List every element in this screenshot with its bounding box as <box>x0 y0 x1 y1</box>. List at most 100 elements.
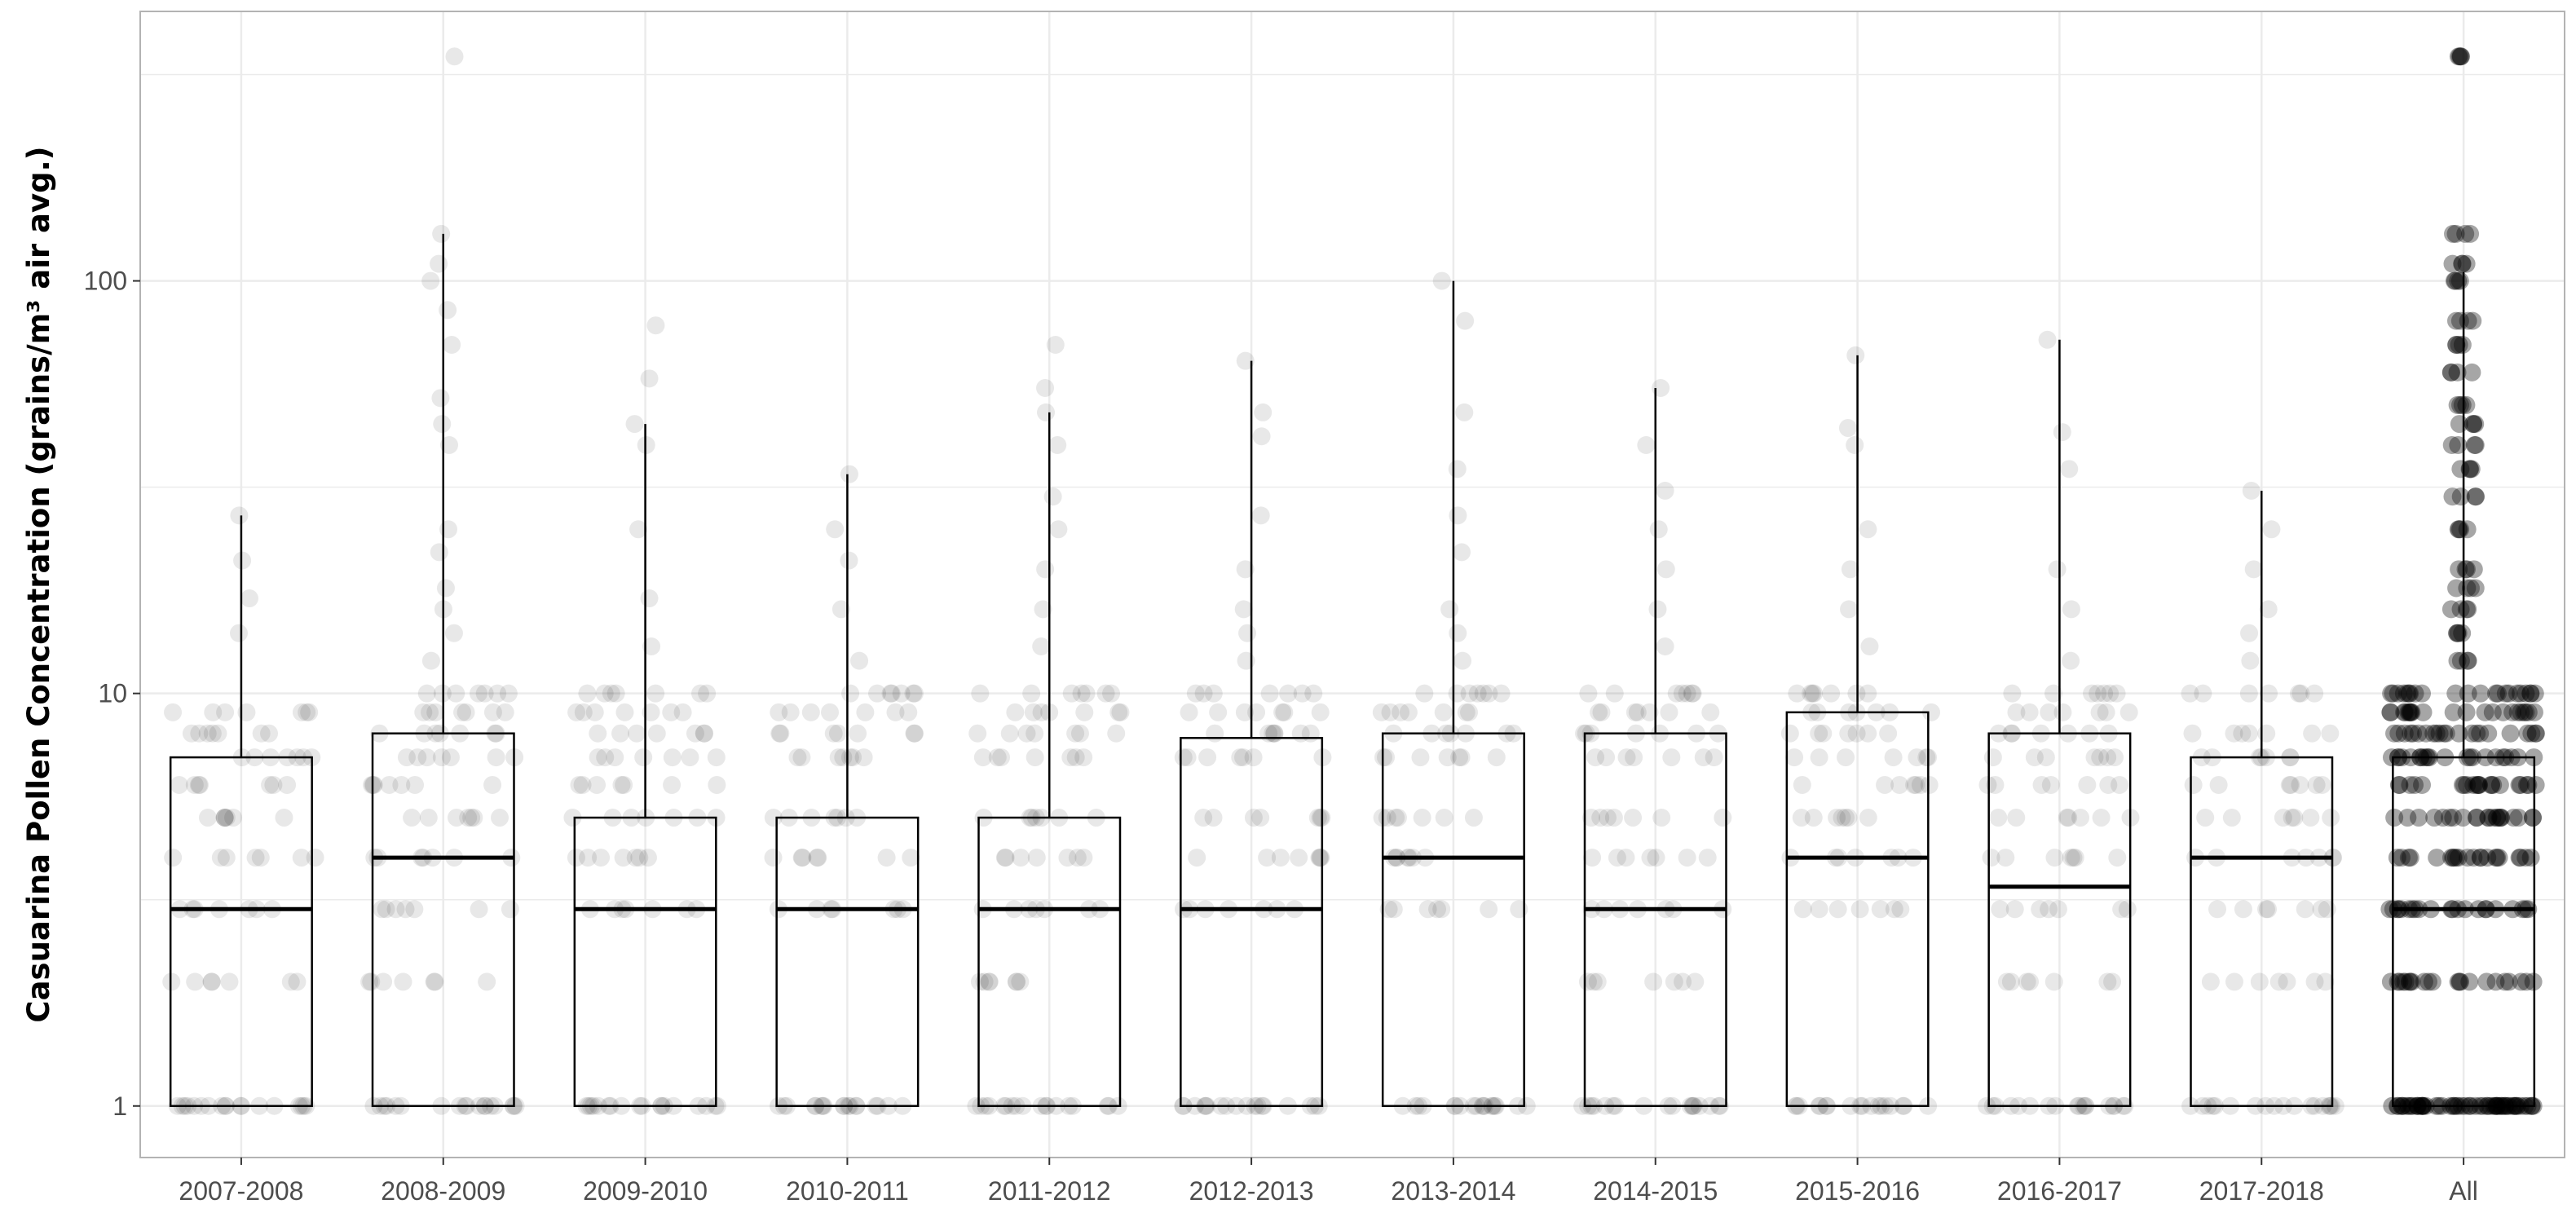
y-tick-label: 10 <box>98 679 127 708</box>
data-point <box>1674 972 1692 991</box>
data-point <box>1310 849 1329 867</box>
data-point <box>970 972 989 991</box>
data-point <box>1578 972 1597 991</box>
data-point <box>1986 775 2005 794</box>
data-point <box>443 335 461 354</box>
data-point <box>2031 900 2049 919</box>
data-point <box>2040 900 2058 919</box>
data-point <box>2071 809 2090 827</box>
data-point <box>1399 703 1418 721</box>
data-point <box>202 972 221 991</box>
data-point <box>1026 748 1044 767</box>
data-point <box>470 900 488 919</box>
data-point <box>1209 703 1228 721</box>
data-point <box>264 775 283 794</box>
data-point <box>1312 849 1330 867</box>
data-point <box>362 972 381 991</box>
data-point <box>386 900 405 919</box>
data-point <box>1440 600 1459 619</box>
data-point <box>2446 271 2464 290</box>
data-point <box>1457 703 1475 721</box>
data-point <box>2106 748 2124 767</box>
box-2017-2018 <box>2190 491 2334 1108</box>
data-point <box>2448 395 2467 414</box>
data-point <box>2401 684 2419 703</box>
data-point <box>2457 560 2476 579</box>
data-point <box>1780 724 1799 743</box>
data-point <box>1785 748 1804 767</box>
data-point <box>190 775 209 794</box>
data-point <box>2058 809 2076 827</box>
data-point <box>1432 271 1451 290</box>
data-point <box>2460 972 2479 991</box>
data-point <box>1304 684 1323 703</box>
data-point <box>1510 900 1528 919</box>
data-point <box>2486 849 2505 867</box>
data-point <box>1573 1096 1592 1115</box>
data-point <box>589 724 607 743</box>
data-point <box>2442 849 2461 867</box>
data-point <box>570 775 589 794</box>
data-point <box>2404 724 2423 743</box>
data-point <box>2401 703 2419 721</box>
data-point <box>215 809 234 827</box>
data-point <box>708 1096 726 1115</box>
data-point <box>2504 809 2523 827</box>
data-point <box>2381 703 2400 721</box>
data-point <box>2233 724 2252 743</box>
data-point <box>2021 972 2040 991</box>
data-point <box>2521 684 2540 703</box>
data-point <box>2382 748 2401 767</box>
data-point <box>2402 703 2421 721</box>
data-point <box>1448 460 1467 478</box>
data-point <box>2385 724 2404 743</box>
data-point <box>606 748 624 767</box>
data-point <box>2108 849 2127 867</box>
data-point <box>2406 775 2424 794</box>
data-point <box>971 684 990 703</box>
data-point <box>1234 748 1253 767</box>
data-point <box>826 520 845 539</box>
data-point <box>1251 506 1270 525</box>
data-point <box>2446 311 2465 330</box>
data-point <box>2280 775 2299 794</box>
data-point <box>2409 809 2428 827</box>
data-point <box>2479 809 2498 827</box>
data-point <box>2413 775 2432 794</box>
data-point <box>992 748 1011 767</box>
data-point <box>1983 748 2002 767</box>
data-point <box>465 809 483 827</box>
y-tick-label: 100 <box>84 267 127 296</box>
data-point <box>189 775 208 794</box>
data-point <box>1234 600 1253 619</box>
data-point <box>2001 972 2020 991</box>
data-point <box>2083 684 2102 703</box>
data-point <box>1814 724 1833 743</box>
data-point <box>1034 600 1052 619</box>
data-point <box>2007 809 2026 827</box>
data-point <box>2458 579 2477 598</box>
data-point <box>1049 520 1068 539</box>
data-point <box>425 972 443 991</box>
data-point <box>2501 724 2520 743</box>
data-point <box>2509 809 2528 827</box>
data-point <box>995 849 1014 867</box>
data-point <box>1644 972 1663 991</box>
data-point <box>2447 335 2466 354</box>
data-point <box>1641 849 1660 867</box>
data-point <box>2401 972 2419 991</box>
data-point <box>2449 972 2468 991</box>
data-point <box>403 809 421 827</box>
data-point <box>2020 703 2039 721</box>
data-point <box>906 724 924 743</box>
data-point <box>2307 775 2326 794</box>
data-point <box>788 748 807 767</box>
box-2009-2010 <box>573 424 717 1108</box>
data-point <box>1793 900 1812 919</box>
data-point <box>1588 972 1607 991</box>
data-point <box>414 703 433 721</box>
data-point <box>1581 809 1600 827</box>
data-point <box>292 703 311 721</box>
data-point <box>2282 775 2300 794</box>
